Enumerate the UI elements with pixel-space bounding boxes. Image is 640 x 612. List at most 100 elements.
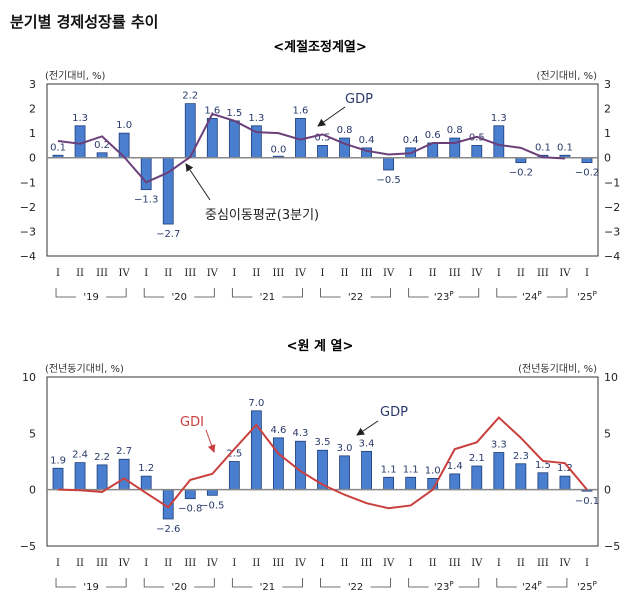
data-label: 3.4 (359, 438, 375, 449)
y-tick-left: 0 (29, 484, 36, 497)
bar-gdp (317, 145, 328, 159)
y-tick-right: −2 (604, 201, 620, 214)
bar-gdp (493, 452, 505, 491)
year-bracket (496, 288, 568, 298)
data-label: 1.9 (50, 455, 66, 466)
data-label: 1.3 (491, 113, 507, 124)
data-label: 0.5 (315, 132, 331, 143)
data-label: 3.3 (491, 439, 507, 450)
data-label: 7.0 (248, 398, 264, 409)
bar-gdp (52, 467, 64, 491)
year-bracket (320, 578, 392, 588)
data-label: 0.5 (469, 132, 485, 143)
bar-gdp (184, 489, 196, 500)
bar-gdp (449, 473, 461, 491)
quarter-label: IV (559, 268, 571, 279)
year-label: '23P (434, 580, 454, 593)
chart-seasonally-adjusted: 3 3 2 2 1 1 0 0 −1 −1 −2 −2 −3 −3 −4 −4 0.1 1.3 0.2 1.0 −1.3… (20, 78, 620, 303)
year-label: '24P (522, 290, 542, 303)
bar-gdp (339, 137, 350, 159)
data-label: 1.3 (72, 113, 88, 124)
data-label: 0.6 (425, 130, 441, 141)
data-label: 1.2 (138, 463, 154, 474)
plot-frame (46, 83, 599, 257)
y-tick-right: −3 (604, 225, 620, 238)
top-left-unit: (전기대비, %) (45, 70, 106, 82)
annotation-gdp-top: GDP (345, 92, 373, 107)
data-label: 0.1 (535, 142, 551, 153)
year-label: '23P (434, 290, 454, 303)
year-label: '20 (171, 582, 186, 593)
quarter-label: III (272, 558, 284, 569)
quarter-label: IV (383, 558, 395, 569)
quarter-label: III (184, 268, 196, 279)
annotation-arrow-gdp-bottom (356, 420, 379, 436)
year-label: '19 (83, 582, 98, 593)
y-tick-right: −4 (604, 250, 620, 263)
quarter-label: I (144, 558, 148, 569)
y-tick-left: −2 (20, 201, 36, 214)
year-label: '22 (348, 292, 363, 303)
bar-gdp (228, 120, 240, 159)
data-label: 1.3 (248, 113, 264, 124)
subtitle-original: <원 계 열> (287, 338, 354, 354)
bar-gdp (140, 475, 152, 491)
bar-gdp (206, 489, 218, 496)
data-label: 0.8 (447, 125, 463, 136)
data-label: 3.0 (337, 443, 353, 454)
bar-gdp (295, 440, 306, 491)
data-label: −0.1 (575, 496, 599, 507)
quarter-label: IV (119, 558, 131, 569)
quarter-label: I (56, 268, 60, 279)
quarter-label: I (497, 268, 501, 279)
y-tick-left: 2 (29, 103, 36, 116)
annotation-moving-average: 중심이동평균(3분기) (205, 208, 319, 223)
data-label: −0.2 (575, 168, 599, 179)
data-label: −2.7 (156, 229, 180, 240)
y-tick-left: −1 (20, 176, 36, 189)
annotation-arrow-gdi (205, 429, 216, 453)
bar-gdp (118, 458, 130, 491)
y-tick-left: 5 (29, 427, 36, 440)
quarter-label: III (184, 558, 196, 569)
data-label: 1.5 (535, 460, 551, 471)
annotation-gdi: GDI (180, 415, 204, 430)
quarter-label: III (361, 558, 373, 569)
bar-gdp (162, 157, 174, 225)
quarter-label: I (321, 268, 325, 279)
quarter-label: III (449, 558, 461, 569)
y-tick-right: 2 (604, 103, 611, 116)
data-label: 1.6 (204, 105, 220, 116)
data-label: 1.0 (425, 465, 441, 476)
quarter-label: I (232, 558, 236, 569)
quarter-label: IV (295, 558, 307, 569)
year-label: '21 (260, 292, 275, 303)
data-label: 1.4 (447, 461, 463, 472)
bar-gdp (383, 157, 395, 171)
annotation-gdp-bottom: GDP (380, 405, 408, 420)
quarter-label: II (429, 268, 437, 279)
bar-gdp (206, 118, 218, 159)
data-label: 0.4 (359, 135, 375, 146)
quarter-label: II (341, 268, 349, 279)
data-label: 0.4 (403, 135, 419, 146)
y-tick-right: 5 (604, 427, 611, 440)
data-label: −0.5 (376, 175, 400, 186)
quarter-label: III (96, 268, 108, 279)
year-label: '25P (577, 290, 597, 303)
bar-gdp (383, 476, 395, 491)
bar-gdp (74, 462, 86, 491)
bar-gdp (96, 464, 108, 491)
year-label: '20 (171, 292, 186, 303)
bar-gdp (228, 461, 240, 491)
quarter-label: II (252, 268, 260, 279)
bar-gdp (273, 437, 284, 491)
quarter-label: II (252, 558, 260, 569)
year-label: '19 (83, 292, 98, 303)
y-tick-left: −3 (20, 225, 36, 238)
bar-gdp (361, 450, 372, 491)
data-label: 1.1 (403, 464, 419, 475)
data-label: 2.2 (182, 91, 198, 102)
data-label: 4.6 (270, 425, 286, 436)
